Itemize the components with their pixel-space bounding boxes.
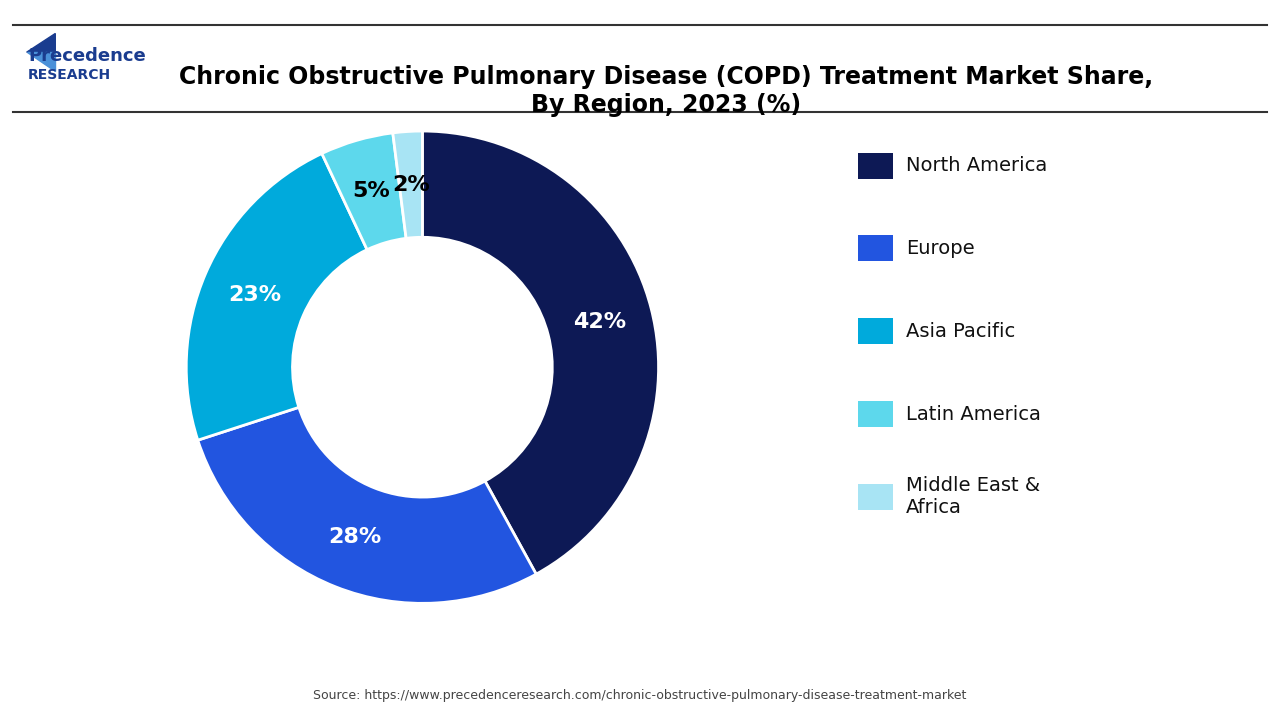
Polygon shape — [27, 33, 55, 53]
Wedge shape — [393, 131, 422, 238]
Wedge shape — [422, 131, 658, 574]
Text: 2%: 2% — [392, 174, 430, 194]
Text: Europe: Europe — [906, 239, 975, 258]
Text: 5%: 5% — [352, 181, 390, 202]
Wedge shape — [187, 153, 367, 440]
Text: 42%: 42% — [573, 312, 626, 332]
Text: 28%: 28% — [329, 527, 381, 547]
Wedge shape — [198, 408, 536, 603]
Wedge shape — [321, 133, 406, 250]
Text: Latin America: Latin America — [906, 405, 1041, 423]
Text: Asia Pacific: Asia Pacific — [906, 322, 1015, 341]
Text: RESEARCH: RESEARCH — [28, 68, 111, 82]
Text: Precedence: Precedence — [28, 47, 146, 65]
Text: 23%: 23% — [228, 284, 282, 305]
Text: Source: https://www.precedenceresearch.com/chronic-obstructive-pulmonary-disease: Source: https://www.precedenceresearch.c… — [314, 689, 966, 702]
Text: Middle East &
Africa: Middle East & Africa — [906, 477, 1041, 517]
Text: Chronic Obstructive Pulmonary Disease (COPD) Treatment Market Share,
By Region, : Chronic Obstructive Pulmonary Disease (C… — [178, 65, 1153, 117]
Polygon shape — [27, 53, 55, 71]
Text: North America: North America — [906, 156, 1047, 175]
